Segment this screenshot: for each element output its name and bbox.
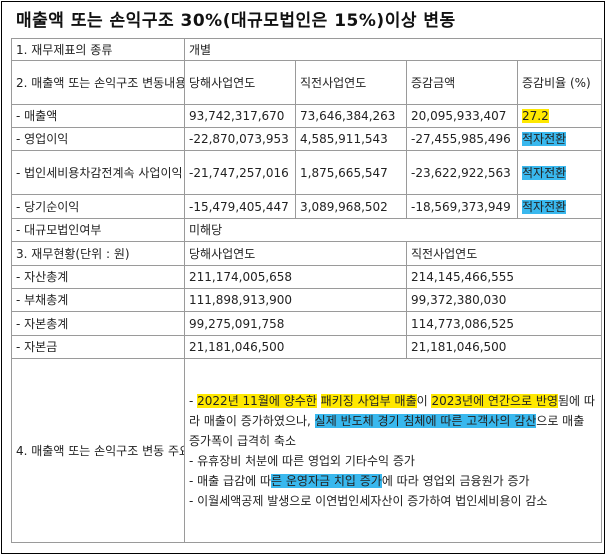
row-label: - 자본금 bbox=[11, 335, 185, 359]
row-net-income: - 당기순이익 -15,479,405,447 3,089,968,502 -1… bbox=[11, 194, 603, 219]
cell-amount: -23,622,922,563 bbox=[406, 150, 518, 195]
row-equity: - 자본총계 99,275,091,758 114,773,086,525 bbox=[11, 311, 603, 336]
row-assets: - 자산총계 211,174,005,658 214,145,466,555 bbox=[11, 265, 603, 289]
highlight-blue: 실제 반도체 경기 침체에 따른 고객사의 감산 bbox=[314, 413, 537, 428]
cell-previous: 114,773,086,525 bbox=[405, 311, 603, 336]
reasons-body: - 2022년 11월에 양수한 패키징 사업부 매출이 2023년에 연간으로… bbox=[183, 358, 603, 543]
cell-ratio: 적자전환 bbox=[516, 194, 603, 219]
page-title: 매출액 또는 손익구조 30%(대규모법인은 15%)이상 변동 bbox=[16, 11, 456, 31]
cell-previous: 21,181,046,500 bbox=[405, 335, 603, 359]
row-pretax: - 법인세비용차감전계속 사업이익 -21,747,257,016 1,875,… bbox=[11, 150, 603, 195]
row-label: - 법인세비용차감전계속 사업이익 bbox=[11, 150, 185, 195]
row-liabilities: - 부채총계 111,898,913,900 99,372,380,030 bbox=[11, 288, 603, 312]
cell-amount: -18,569,373,949 bbox=[406, 194, 518, 219]
reason-text: - 매출 급감에 따 bbox=[189, 473, 272, 488]
col-amount: 증감금액 bbox=[406, 60, 518, 105]
highlight-yellow: 2022년 11월에 양수한 bbox=[197, 393, 317, 408]
reason-text: 됨에 따라 매출이 증가하였으나, bbox=[189, 393, 595, 428]
highlight-yellow: 패키징 사업부 매출 bbox=[320, 393, 417, 408]
col-current: 당해사업연도 bbox=[184, 241, 407, 266]
cell-previous: 73,646,384,263 bbox=[295, 104, 407, 128]
disclosure-table: 1. 재무제표의 종류 개별 2. 매출액 또는 손익구조 변동내용(단위: 원… bbox=[11, 38, 603, 543]
cell-ratio: 적자전환 bbox=[516, 127, 603, 151]
row-label: 2. 매출액 또는 손익구조 변동내용(단위: 원) bbox=[11, 60, 185, 105]
row-fin-header: 3. 재무현황(단위 : 원) 당해사업연도 직전사업연도 bbox=[11, 241, 603, 266]
cell-current: -15,479,405,447 bbox=[184, 194, 296, 219]
ratio-highlight: 적자전환 bbox=[522, 199, 567, 214]
ratio-highlight: 적자전환 bbox=[522, 132, 567, 146]
row-label: 4. 매출액 또는 손익구조 변동 주요원인 bbox=[11, 358, 185, 543]
cell-current: -21,747,257,016 bbox=[184, 150, 296, 195]
row-label: 3. 재무현황(단위 : 원) bbox=[11, 241, 185, 266]
reason-text: 으로 매출 증가폭이 급격히 축소 bbox=[189, 413, 585, 448]
ratio-highlight: 27.2 bbox=[522, 109, 549, 123]
row-label: - 자본총계 bbox=[11, 311, 185, 336]
row-reasons: 4. 매출액 또는 손익구조 변동 주요원인 - 2022년 11월에 양수한 … bbox=[11, 358, 603, 543]
row-label: - 당기순이익 bbox=[11, 194, 185, 219]
cell-previous: 1,875,665,547 bbox=[295, 150, 407, 195]
cell-current: 99,275,091,758 bbox=[184, 311, 407, 336]
cell-current: 211,174,005,658 bbox=[184, 265, 407, 289]
row-revenue: - 매출액 93,742,317,670 73,646,384,263 20,0… bbox=[11, 104, 603, 128]
col-current: 당해사업연도 bbox=[184, 60, 296, 105]
reason-4: - 이월세액공제 발생으로 이연법인세자산이 증가하여 법인세비용이 감소 bbox=[189, 493, 548, 508]
row-label: - 부채총계 bbox=[11, 288, 185, 312]
cell-current: 93,742,317,670 bbox=[184, 104, 296, 128]
row-value: 미해당 bbox=[183, 218, 603, 242]
cell-amount: -27,455,985,496 bbox=[406, 127, 518, 151]
cell-ratio: 적자전환 bbox=[516, 150, 603, 195]
row-label: - 대규모법인여부 bbox=[11, 218, 185, 242]
cell-previous: 4,585,911,543 bbox=[295, 127, 407, 151]
row-op-income: - 영업이익 -22,870,073,953 4,585,911,543 -27… bbox=[11, 127, 603, 151]
cell-amount: 20,095,933,407 bbox=[406, 104, 518, 128]
row-value: 개별 bbox=[183, 38, 603, 61]
reason-2: - 유휴장비 처분에 따른 영업외 기타수익 증가 bbox=[189, 453, 415, 468]
highlight-blue: 른 운영자금 치입 증가 bbox=[271, 473, 382, 488]
reason-text: 이 bbox=[416, 393, 432, 408]
cell-ratio: 27.2 bbox=[516, 104, 603, 128]
cell-previous: 99,372,380,030 bbox=[405, 288, 603, 312]
highlight-yellow: 2023년에 연간으로 반영 bbox=[431, 393, 558, 408]
cell-current: -22,870,073,953 bbox=[184, 127, 296, 151]
reason-text: 에 따라 영업외 금융원가 증가 bbox=[381, 473, 530, 488]
cell-previous: 3,089,968,502 bbox=[295, 194, 407, 219]
reason-text: - bbox=[189, 393, 198, 408]
row-label: 1. 재무제표의 종류 bbox=[11, 38, 185, 61]
cell-previous: 214,145,466,555 bbox=[405, 265, 603, 289]
row-capital: - 자본금 21,181,046,500 21,181,046,500 bbox=[11, 335, 603, 359]
col-previous: 직전사업연도 bbox=[405, 241, 603, 266]
col-previous: 직전사업연도 bbox=[295, 60, 407, 105]
row-large-corp: - 대규모법인여부 미해당 bbox=[11, 218, 603, 242]
col-ratio: 증감비율 (%) bbox=[516, 60, 603, 105]
row-change-header: 2. 매출액 또는 손익구조 변동내용(단위: 원) 당해사업연도 직전사업연도… bbox=[11, 60, 603, 105]
row-label: - 자산총계 bbox=[11, 265, 185, 289]
row-label: - 영업이익 bbox=[11, 127, 185, 151]
cell-current: 111,898,913,900 bbox=[184, 288, 407, 312]
reason-3: - 매출 급감에 따른 운영자금 치입 증가에 따라 영업외 금융원가 증가 bbox=[189, 471, 597, 491]
row-label: - 매출액 bbox=[11, 104, 185, 128]
ratio-highlight: 적자전환 bbox=[522, 165, 567, 180]
reason-1: - 2022년 11월에 양수한 패키징 사업부 매출이 2023년에 연간으로… bbox=[189, 391, 597, 451]
row-statement-type: 1. 재무제표의 종류 개별 bbox=[11, 38, 603, 61]
cell-current: 21,181,046,500 bbox=[184, 335, 407, 359]
